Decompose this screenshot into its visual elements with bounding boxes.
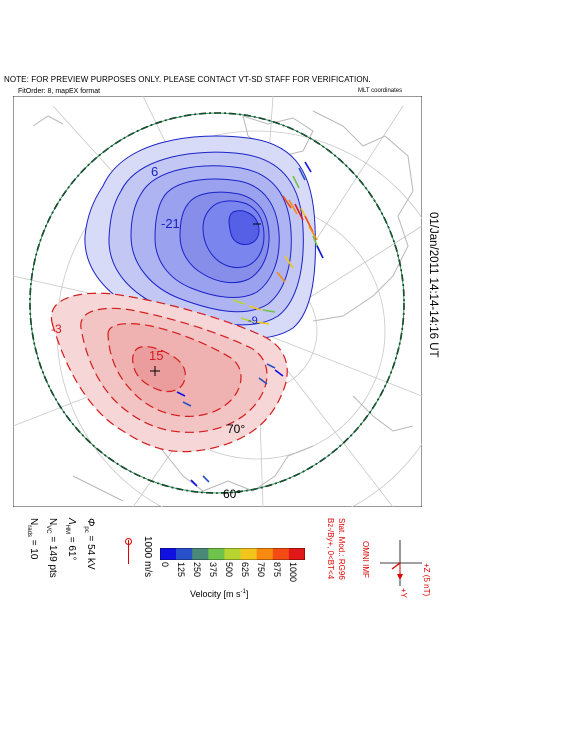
fit-order-label: FitOrder: 8, mapEX format [18,88,101,95]
imf-source: OMNI IMF [361,541,370,578]
velocity-vectors [176,161,324,487]
stat-n-rads: Nrads = 10 [26,518,39,560]
tick-label: 375 [208,562,218,578]
tick-label: 125 [176,562,186,578]
color-scale-title: Velocity [m s-1] [190,589,249,599]
stat-n-vc: NVC = 149 pts [45,518,58,578]
tick-label: 500 [224,562,234,578]
color-bar-cell [256,548,274,560]
stat-phi-pc: Φpc = 54 kV [83,518,96,570]
color-bar-cell [208,548,225,560]
reference-vector-origin [125,538,132,545]
tick-label: 625 [240,562,250,578]
velocity-color-bar [160,548,305,560]
tick-label: 250 [192,562,202,578]
reference-vector [128,540,129,564]
color-bar-cell [272,548,290,560]
hm-boundary-inner [29,112,405,494]
latitude-label-70: 70° [227,422,245,436]
time-label: 01/Jan/2011 14:14-14:16 UT [427,212,439,358]
color-bar-cell [176,548,193,560]
tick-label: 750 [256,562,266,578]
color-bar-cell [288,548,305,560]
color-bar-cell [224,548,241,560]
negative-potential-cell [84,135,316,339]
stat-lambda-hm: ΛHM = 61° [64,518,77,561]
imf-clock-dial [380,540,422,586]
potential-extrema [150,223,261,376]
latitude-label-60: 60° [223,487,241,501]
preview-note: NOTE: FOR PREVIEW PURPOSES ONLY. PLEASE … [4,75,371,84]
contour-label-neg9: -9 [248,315,258,327]
contour-label-neg3: -3 [51,322,62,336]
contour-label-6: 6 [151,164,158,179]
coordinate-system-label: MLT coordinates [358,88,403,94]
positive-potential-cell [50,292,288,453]
contour-label-15: 15 [149,348,163,363]
stat-model: Stat. Mod.: RG96 [337,518,346,580]
color-bar-cell [160,548,177,560]
contour-label-neg21: -21 [161,216,180,231]
tick-label: 875 [272,562,282,578]
color-bar-cell [240,548,257,560]
convection-map: 6 -21 -9 15 -3 70° 60° [13,96,422,507]
tick-label: 0 [160,562,170,568]
reference-vector-label: 1000 m/s [142,536,153,578]
imf-z-axis-label: +Z (5 nT) [422,563,431,597]
tick-label: 1000 [288,562,298,583]
imf-conditions: Bz-/By+, 0<BT<4 [326,518,335,580]
imf-y-axis-label: +Y [399,588,408,599]
color-bar-cell [192,548,209,560]
